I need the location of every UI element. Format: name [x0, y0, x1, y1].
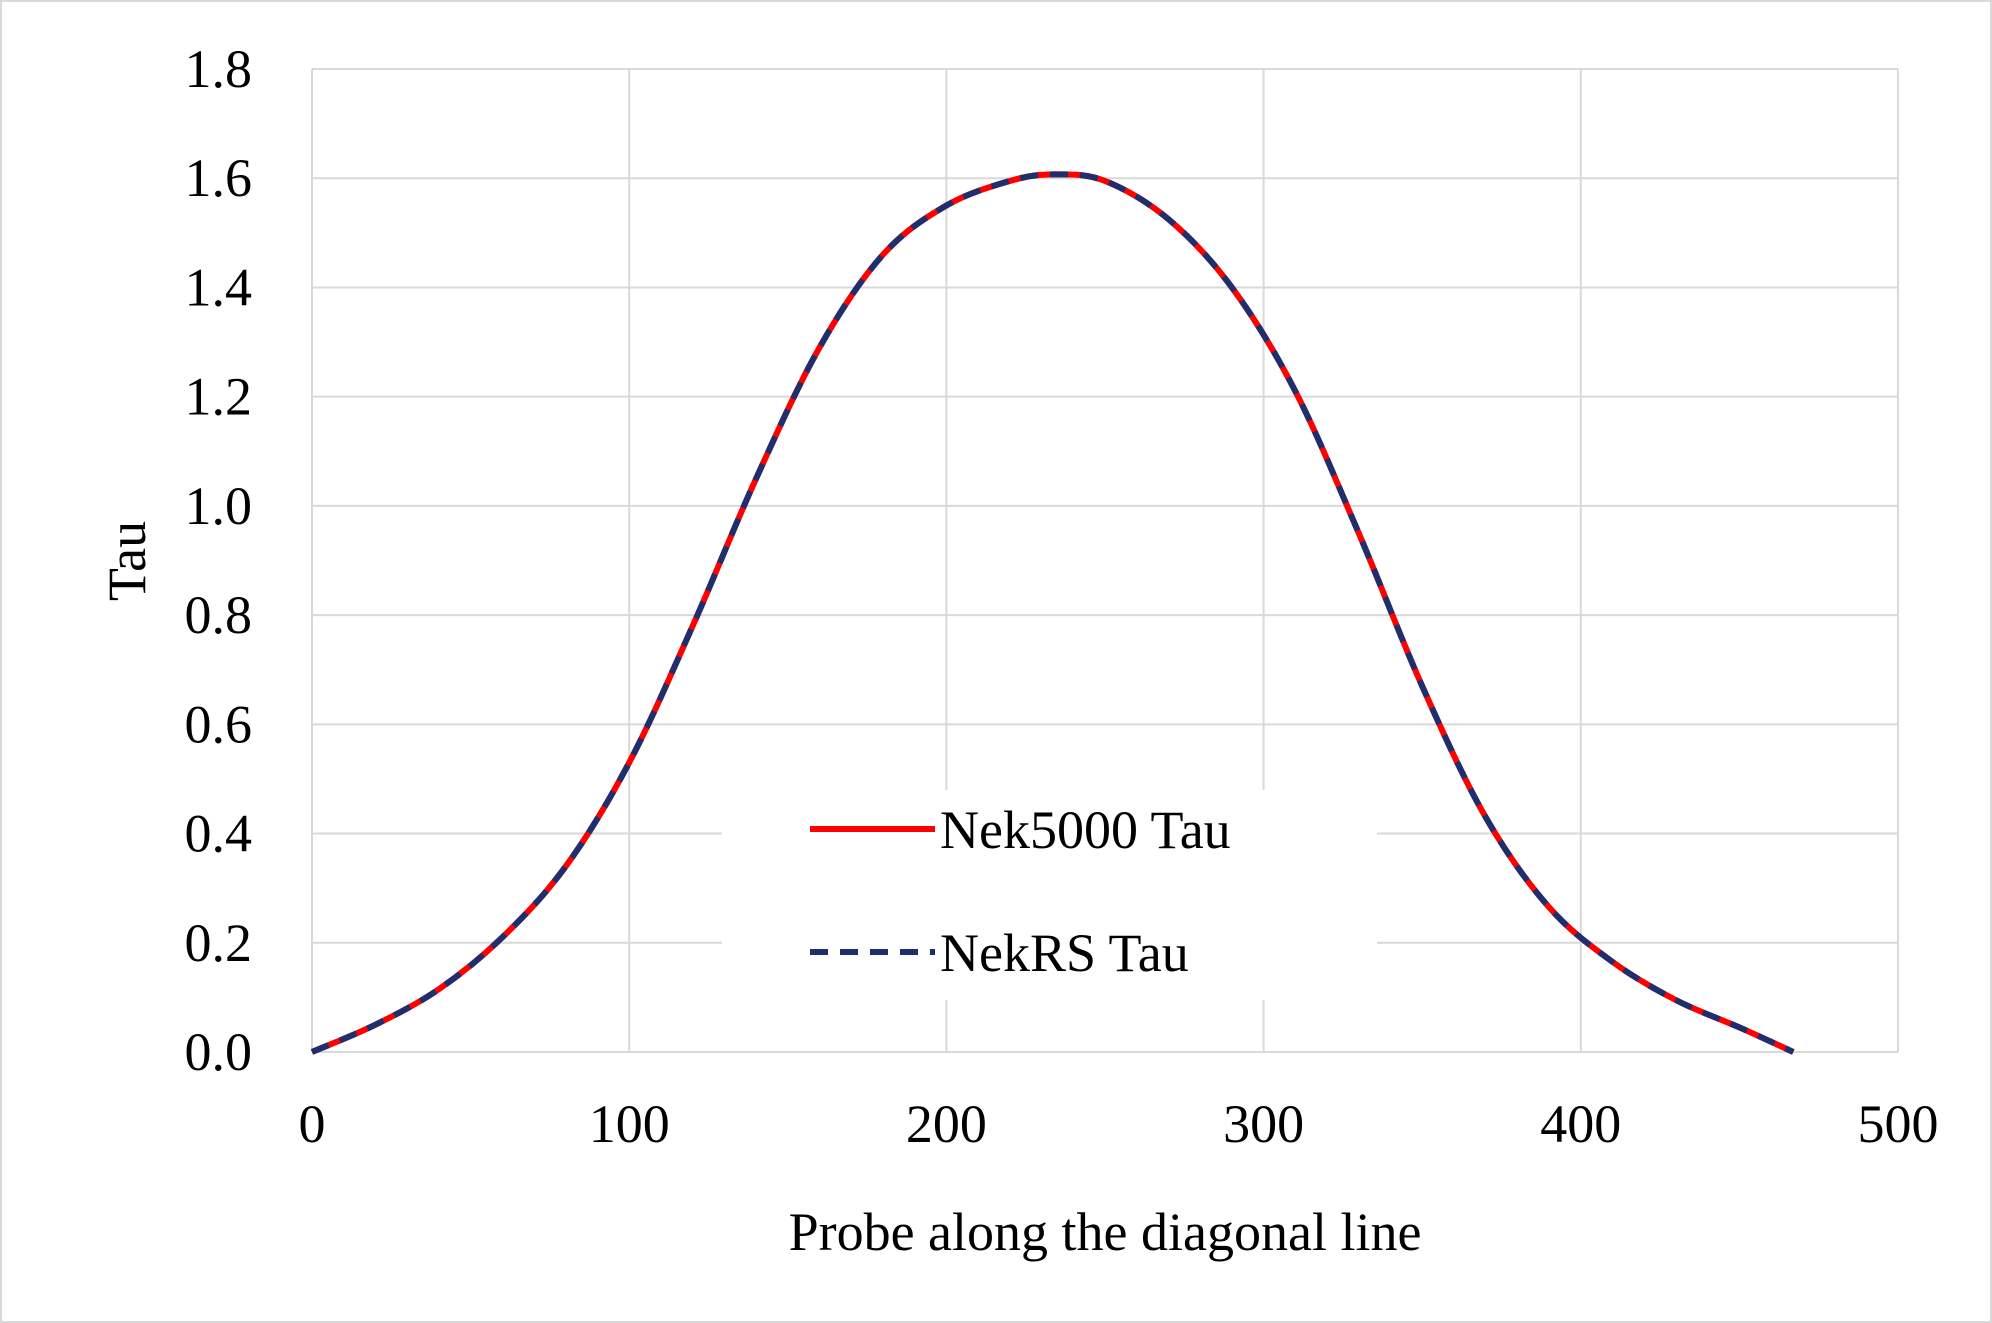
legend-label-nekrs: NekRS Tau	[940, 923, 1189, 983]
y-tick-label: 1.4	[185, 257, 253, 317]
y-tick-label: 0.0	[185, 1022, 253, 1082]
y-tick-label: 0.4	[185, 804, 253, 864]
y-tick-label: 0.8	[185, 585, 253, 645]
x-tick-label: 300	[1223, 1094, 1304, 1154]
y-tick-label: 1.6	[185, 148, 253, 208]
x-tick-label: 400	[1540, 1094, 1621, 1154]
series-line-nekrs-tau	[310, 171, 1795, 1055]
tick-labels: 0.0 0.2 0.4 0.6 0.8 1.0 1.2 1.4 1.6 1.8 0 100 200 300…	[185, 39, 1939, 1154]
legend: Nek5000 Tau NekRS Tau	[722, 790, 1377, 1000]
x-tick-label: 100	[589, 1094, 670, 1154]
x-axis-title: Probe along the diagonal line	[789, 1202, 1422, 1262]
x-tick-label: 0	[299, 1094, 326, 1154]
y-tick-label: 1.0	[185, 476, 253, 536]
y-axis-title: Tau	[97, 521, 157, 601]
y-tick-label: 1.2	[185, 367, 253, 427]
y-tick-label: 1.8	[185, 39, 253, 99]
legend-background	[722, 790, 1377, 1000]
legend-label-nek5000: Nek5000 Tau	[940, 800, 1231, 860]
x-tick-label: 200	[906, 1094, 987, 1154]
x-tick-label: 500	[1858, 1094, 1939, 1154]
y-tick-label: 0.6	[185, 694, 253, 754]
series-lines	[310, 171, 1795, 1055]
y-tick-label: 0.2	[185, 913, 253, 973]
